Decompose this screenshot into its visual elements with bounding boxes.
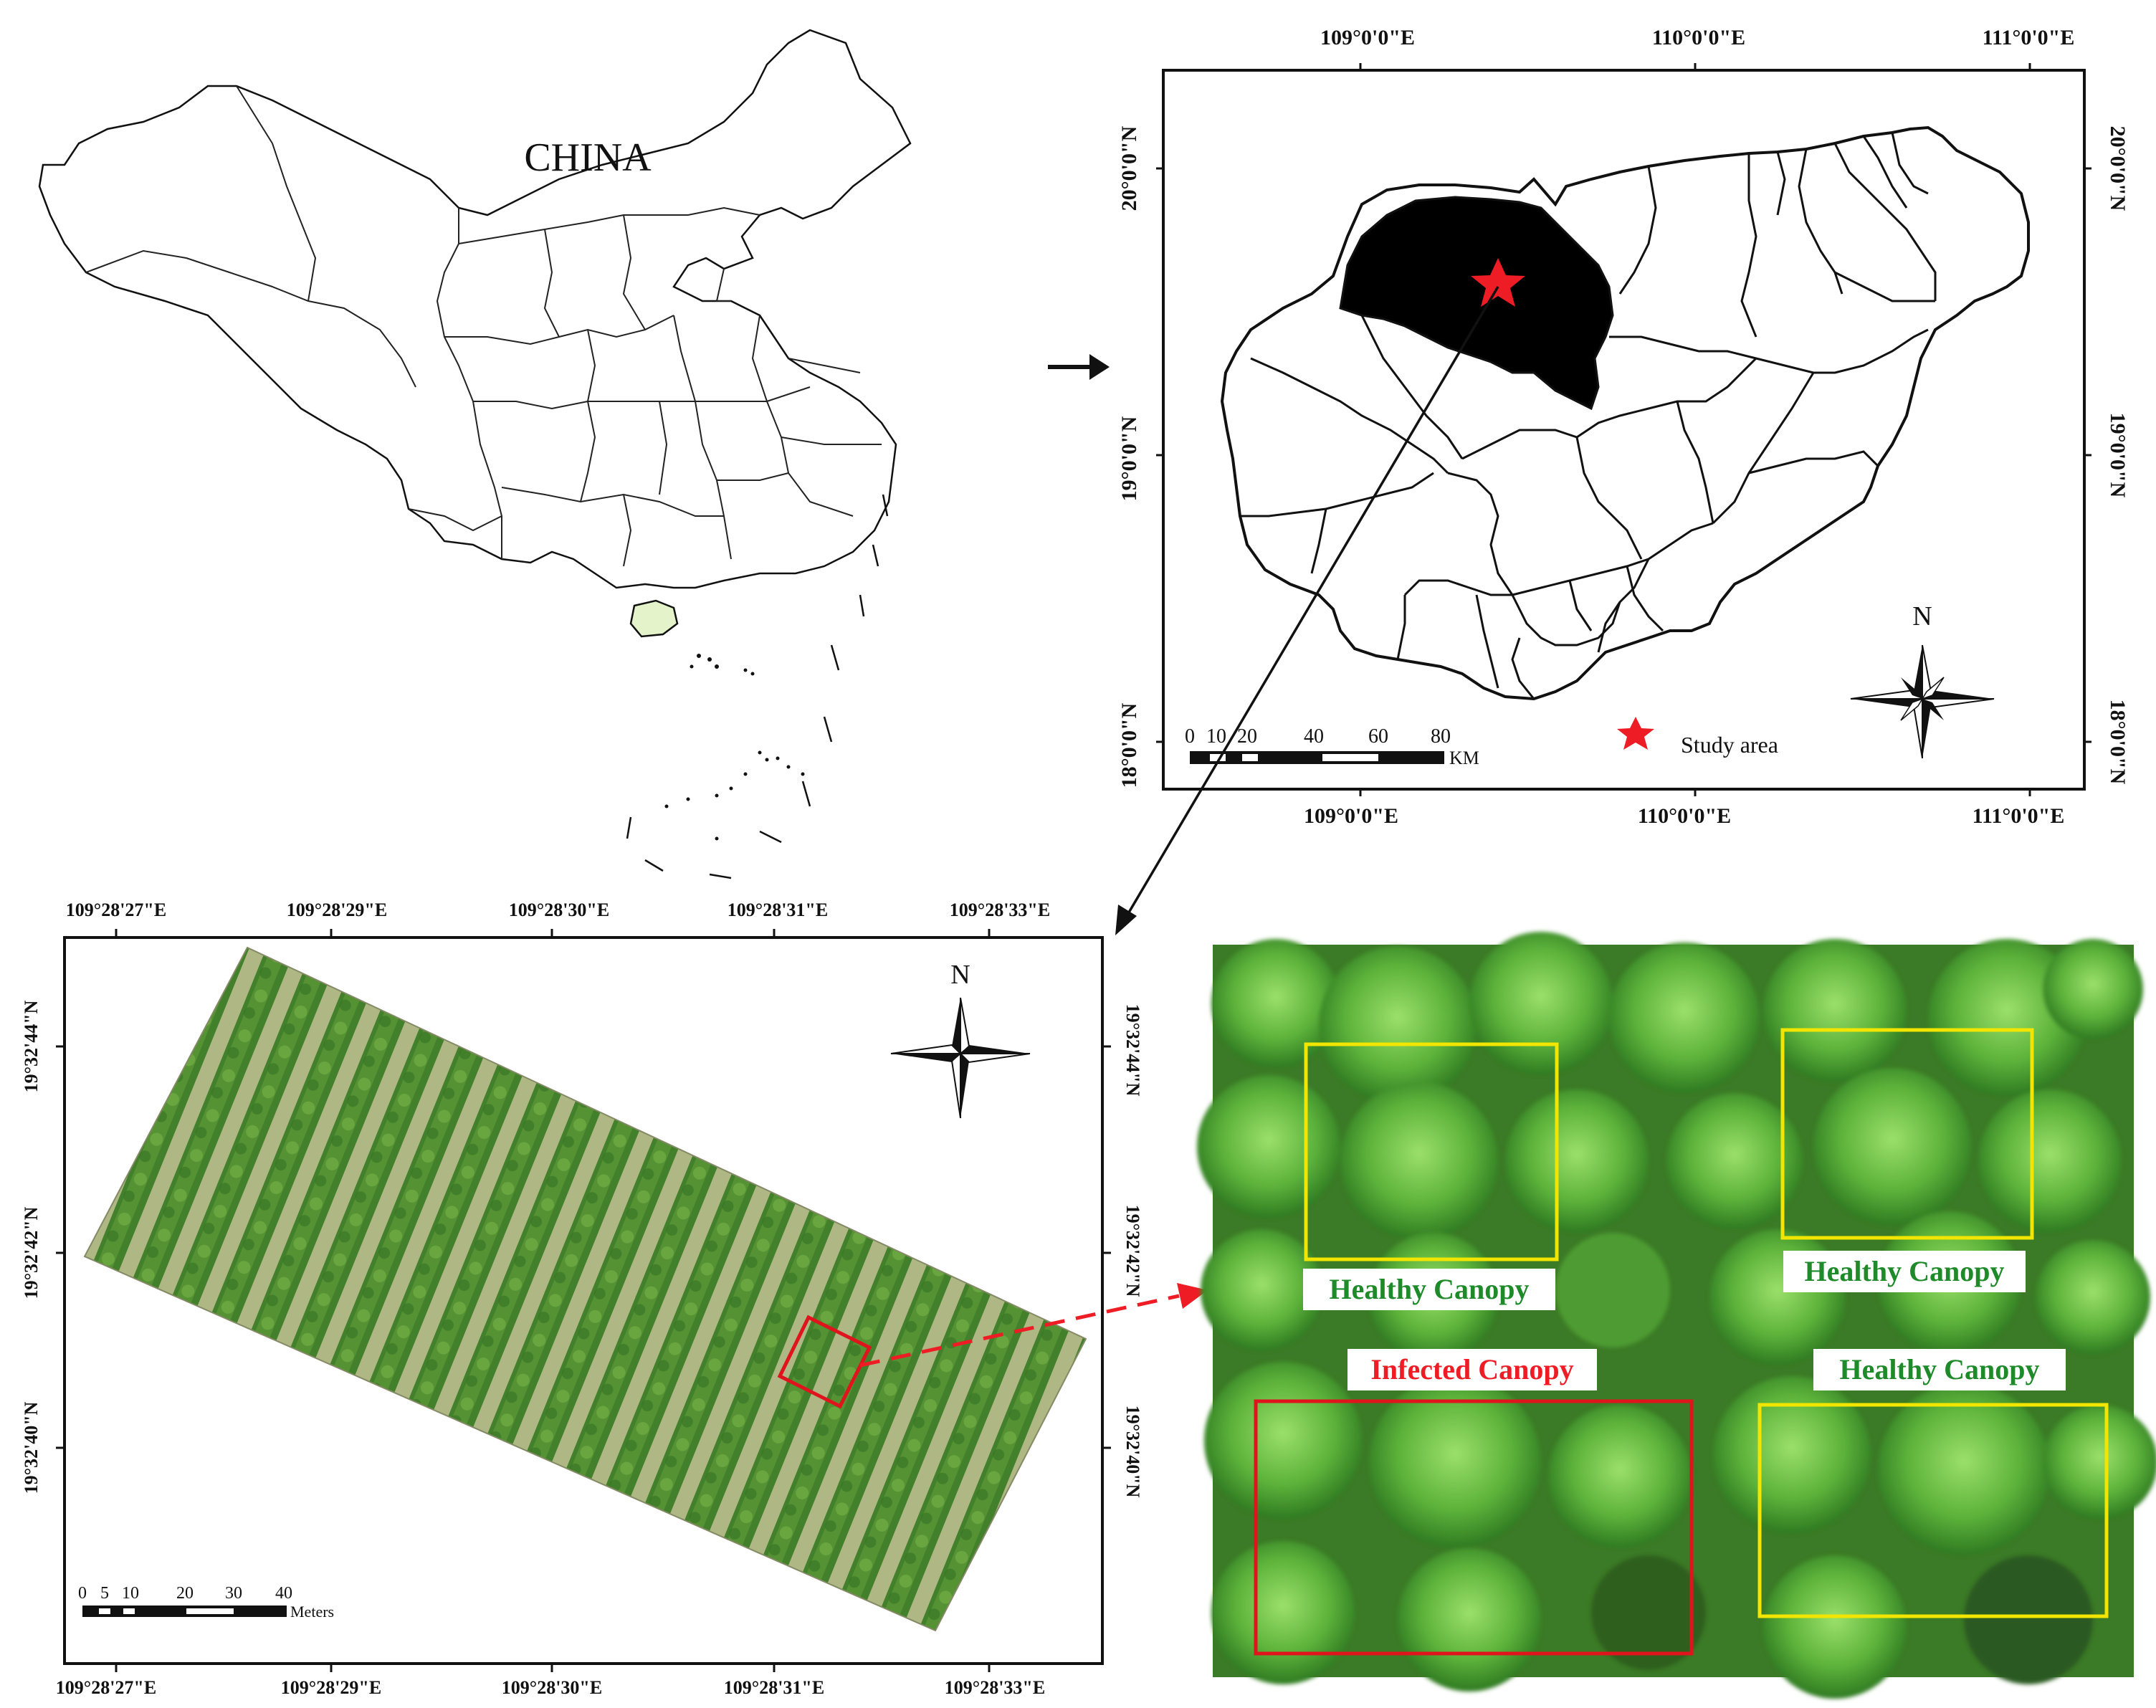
ortho-left-lat-1: 19°32'42"N [21,1206,42,1299]
ortho-north-arrow-icon [890,997,1031,1119]
infected-box [1254,1399,1694,1656]
ortho-bottom-lon-4: 109°28'33"E [945,1677,1045,1698]
sample-area-box [777,1315,872,1409]
hainan-scale-unit: KM [1449,748,1479,768]
ortho-scale-tick-5: 40 [275,1584,292,1603]
study-county-highlight [1339,196,1614,411]
healthy-label-2: Healthy Canopy [1805,1255,2005,1287]
healthy-box-2 [1780,1028,2034,1240]
hainan-north-label: N [1912,601,1932,631]
ortho-bottom-lon-0: 109°28'27"E [56,1677,156,1698]
healthy-label-1: Healthy Canopy [1330,1273,1530,1305]
ortho-scale-tick-4: 30 [225,1584,242,1603]
label-bg-4 [1813,1349,2066,1390]
ortho-top-lon-2: 109°28'30"E [509,900,609,920]
hainan-top-lon-1: 110°0'0"E [1652,26,1745,49]
hainan-scale-tick-1: 10 [1206,725,1226,748]
ortho-scale-tick-3: 20 [176,1584,194,1603]
china-label: CHINA [524,135,652,180]
hainan-top-lon-2: 111°0'0"E [1983,26,2075,49]
canopy-panel: Healthy Canopy Healthy Canopy Infected C… [1197,932,2156,1699]
hainan-island-highlight [629,599,679,638]
ortho-right-lat-0: 19°32'44"N [1122,1004,1143,1097]
hainan-bottom-lon-1: 110°0'0"E [1638,804,1731,828]
label-bg-1 [1303,1269,1555,1310]
hainan-left-lat-2: 18°0'0"N [1117,702,1141,788]
orthomosaic-map: 109°28'27"E 109°28'29"E 109°28'30"E 109°… [21,900,1143,1698]
ortho-north-label: N [950,960,970,990]
study-area-star [1471,258,1525,307]
legend-star-icon [1617,717,1654,750]
ortho-left-lat-0: 19°32'44"N [21,1000,42,1092]
hainan-right-lat-0: 20°0'0"N [2106,126,2129,211]
hainan-right-lat-2: 18°0'0"N [2106,700,2129,785]
healthy-box-3 [1757,1403,2109,1618]
hainan-top-ticks [1156,63,2091,796]
orthomosaic-image [83,946,1087,1632]
hainan-left-lat-0: 20°0'0"N [1117,125,1141,211]
infected-label: Infected Canopy [1370,1353,1573,1385]
healthy-box-1 [1304,1042,1559,1261]
ortho-top-lon-0: 109°28'27"E [66,900,166,920]
ortho-scale-unit: Meters [290,1603,334,1621]
hainan-scale-tick-2: 20 [1237,725,1257,748]
province-borders [85,85,882,567]
ortho-bottom-lon-2: 109°28'30"E [502,1677,602,1698]
label-bg-2 [1783,1251,2026,1292]
ortho-bottom-lon-3: 109°28'31"E [724,1677,824,1698]
hainan-scale-tick-5: 80 [1431,725,1451,748]
nine-dash-line [626,494,889,879]
ortho-top-lon-4: 109°28'33"E [950,900,1050,920]
hainan-top-lon-0: 109°0'0"E [1320,26,1415,49]
ortho-bottom-lon-1: 109°28'29"E [281,1677,381,1698]
hainan-scale-tick-0: 0 [1185,725,1195,748]
ortho-scale-bar [82,1606,287,1617]
hainan-bottom-lon-0: 109°0'0"E [1304,804,1398,828]
ortho-scale-tick-2: 10 [122,1584,139,1603]
connector-box-to-canopy [859,1283,1208,1368]
county-borders [1240,132,1937,700]
china-outline [38,29,912,589]
ortho-frame-ticks [56,929,1111,1672]
legend-study-area-label: Study area [1681,732,1778,758]
arrow-china-to-hainan [1048,354,1110,380]
label-bg-3 [1348,1349,1597,1390]
china-map: CHINA [38,29,912,879]
hainan-map: 109°0'0"E 110°0'0"E 111°0'0"E 109°0'0"E … [1117,26,2129,828]
hainan-scale-tick-3: 40 [1304,725,1324,748]
hainan-scale-bar [1190,751,1444,764]
ortho-right-lat-2: 19°32'40"N [1122,1406,1143,1498]
healthy-label-3: Healthy Canopy [1840,1353,2040,1385]
ortho-top-lon-1: 109°28'29"E [287,900,387,920]
ortho-left-lat-2: 19°32'40"N [21,1401,42,1494]
hainan-right-lat-1: 19°0'0"N [2106,413,2129,498]
ortho-right-lat-1: 19°32'42"N [1122,1205,1143,1297]
ortho-top-lon-3: 109°28'31"E [728,900,828,920]
ortho-scale-tick-1: 5 [100,1584,109,1603]
connector-star-to-orthomosaic [1115,286,1499,935]
hainan-bottom-lon-2: 111°0'0"E [1973,804,2065,828]
south-china-sea-islands [664,654,805,841]
hainan-scale-tick-4: 60 [1368,725,1388,748]
ortho-scale-tick-0: 0 [78,1584,87,1603]
hainan-north-arrow-icon [1850,644,1995,759]
hainan-left-lat-1: 19°0'0"N [1117,416,1141,501]
